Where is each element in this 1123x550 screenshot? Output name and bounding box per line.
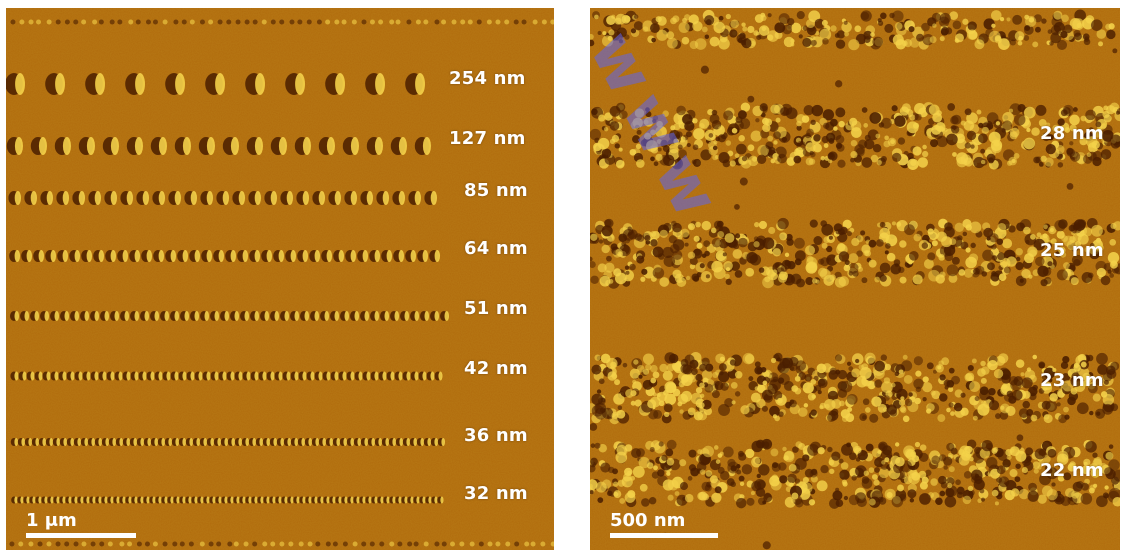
afm-texture-right (590, 8, 1120, 550)
scale-bar-label-right: 500 nm (610, 510, 686, 531)
linewidth-label-85: 85 nm (464, 180, 528, 201)
scale-bar-label-left: 1 μm (26, 510, 77, 531)
linewidth-label-28: 28 nm (1040, 123, 1104, 144)
afm-image-left: 254 nm 127 nm 85 nm 64 nm 51 nm 42 nm 36… (6, 8, 554, 550)
linewidth-label-42: 42 nm (464, 358, 528, 379)
linewidth-label-25: 25 nm (1040, 240, 1104, 261)
linewidth-label-32: 32 nm (464, 483, 528, 504)
linewidth-label-127: 127 nm (449, 128, 526, 149)
linewidth-label-64: 64 nm (464, 238, 528, 259)
linewidth-label-22: 22 nm (1040, 460, 1104, 481)
linewidth-label-51: 51 nm (464, 298, 528, 319)
afm-texture-left (6, 8, 554, 550)
linewidth-label-23: 23 nm (1040, 370, 1104, 391)
scale-bar-left (26, 533, 136, 538)
linewidth-label-36: 36 nm (464, 425, 528, 446)
scale-bar-right (610, 533, 718, 538)
afm-image-right: 28 nm 25 nm 23 nm 22 nm 500 nm (590, 8, 1120, 550)
linewidth-label-254: 254 nm (449, 68, 526, 89)
